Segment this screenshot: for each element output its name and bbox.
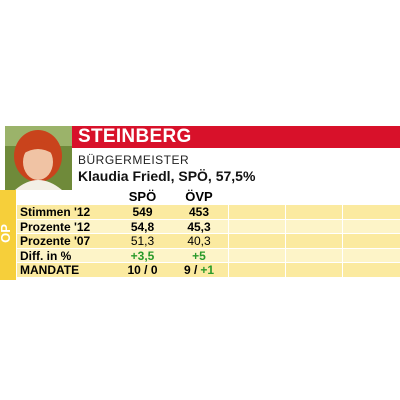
column-divider — [285, 248, 286, 262]
row-label: Prozente '07 — [20, 234, 91, 248]
column-divider — [228, 263, 229, 277]
cell: 9 /+1 — [170, 263, 228, 277]
side-strip: OP — [0, 190, 16, 280]
portrait — [5, 126, 72, 190]
column-divider — [285, 219, 286, 233]
column-divider — [285, 234, 286, 248]
subtitle: BÜRGERMEISTER — [78, 153, 190, 167]
cell: 549 — [132, 205, 153, 219]
column-divider — [342, 234, 343, 248]
column-divider — [342, 219, 343, 233]
title: STEINBERG — [72, 126, 400, 148]
row-background — [17, 263, 400, 277]
row-background — [17, 219, 400, 233]
cell: 54,8 — [130, 219, 155, 234]
cell: +3,5 — [130, 248, 155, 263]
column-divider — [228, 219, 229, 233]
cell: 45,3 — [187, 219, 211, 234]
mayor: Klaudia Friedl, SPÖ, 57,5% — [78, 168, 256, 184]
cell: 40,3 — [187, 234, 211, 248]
seats: 9 / — [183, 263, 198, 277]
row-label: Stimmen '12 — [20, 205, 91, 219]
column-divider — [228, 248, 229, 262]
column-divider — [342, 205, 343, 219]
column-divider — [285, 205, 286, 219]
cell: 453 — [188, 205, 210, 219]
row-background — [17, 248, 400, 262]
cell: 51,3 — [130, 234, 155, 248]
row-label: Diff. in % — [20, 248, 72, 263]
column-header: ÖVP — [185, 189, 213, 204]
column-header: SPÖ — [128, 189, 157, 204]
row-background — [17, 234, 400, 248]
row-label: Prozente '12 — [20, 219, 91, 234]
column-divider — [285, 263, 286, 277]
column-divider — [342, 263, 343, 277]
cell: +5 — [192, 248, 206, 263]
seat-change: +1 — [200, 263, 215, 277]
column-divider — [228, 205, 229, 219]
row-background — [17, 205, 400, 219]
side-label: OP — [0, 224, 13, 243]
row-label: MANDATE — [20, 263, 80, 277]
cell: 10 / 0 — [127, 263, 158, 277]
column-divider — [228, 234, 229, 248]
column-divider — [342, 248, 343, 262]
